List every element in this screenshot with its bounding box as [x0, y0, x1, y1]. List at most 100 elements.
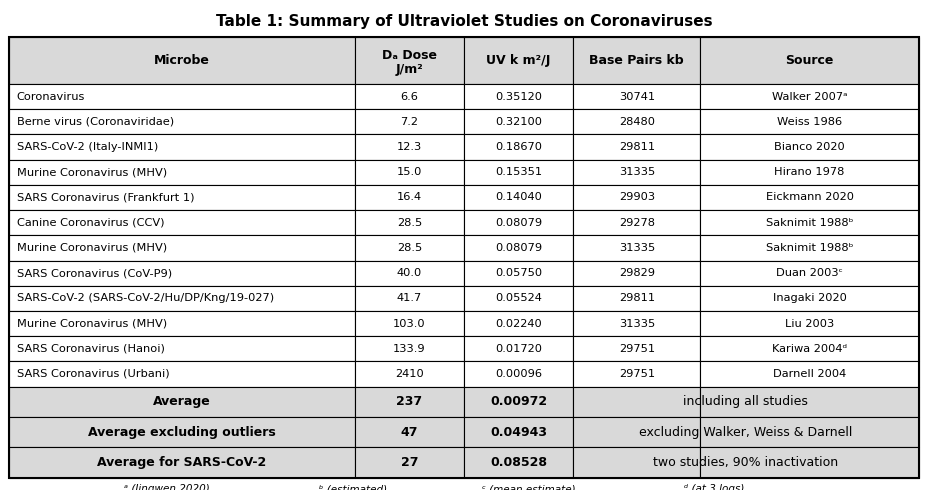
Text: 31335: 31335 — [618, 167, 654, 177]
Text: ᵇ (estimated): ᵇ (estimated) — [318, 484, 387, 490]
Bar — [700, 286, 918, 311]
Text: SARS Coronavirus (Urbani): SARS Coronavirus (Urbani) — [17, 369, 169, 379]
Bar — [354, 387, 464, 417]
Bar — [573, 235, 700, 261]
Text: Source: Source — [784, 54, 832, 67]
Bar — [464, 235, 573, 261]
Text: SARS-CoV-2 (Italy-INMI1): SARS-CoV-2 (Italy-INMI1) — [17, 142, 158, 152]
Bar — [464, 84, 573, 109]
Bar — [700, 185, 918, 210]
Bar — [573, 261, 700, 286]
Text: 28.5: 28.5 — [397, 218, 422, 228]
Bar — [354, 447, 464, 478]
Text: Base Pairs kb: Base Pairs kb — [589, 54, 683, 67]
Text: Berne virus (Coronaviridae): Berne virus (Coronaviridae) — [17, 117, 173, 127]
Bar — [354, 235, 464, 261]
Bar — [354, 134, 464, 160]
Bar — [354, 37, 464, 84]
Text: 31335: 31335 — [618, 318, 654, 329]
Bar — [354, 160, 464, 185]
Bar — [354, 109, 464, 134]
Text: Saknimit 1988ᵇ: Saknimit 1988ᵇ — [765, 243, 853, 253]
Text: 29278: 29278 — [618, 218, 654, 228]
Bar — [700, 235, 918, 261]
Bar — [9, 185, 354, 210]
Text: ᵃ (Jingwen 2020): ᵃ (Jingwen 2020) — [124, 484, 210, 490]
Text: Average for SARS-CoV-2: Average for SARS-CoV-2 — [97, 456, 266, 469]
Text: Duan 2003ᶜ: Duan 2003ᶜ — [775, 268, 842, 278]
Bar — [573, 84, 700, 109]
Text: ᶜ (mean estimate): ᶜ (mean estimate) — [482, 484, 575, 490]
Bar — [464, 447, 573, 478]
Bar — [354, 210, 464, 235]
Text: 12.3: 12.3 — [397, 142, 422, 152]
Bar — [464, 336, 573, 361]
Bar — [700, 336, 918, 361]
Text: J/m²: J/m² — [395, 63, 423, 75]
Bar — [573, 109, 700, 134]
Text: 30741: 30741 — [618, 92, 654, 101]
Bar — [464, 160, 573, 185]
Bar — [9, 160, 354, 185]
Text: SARS Coronavirus (Hanoi): SARS Coronavirus (Hanoi) — [17, 344, 164, 354]
Text: Microbe: Microbe — [154, 54, 210, 67]
Text: 0.00096: 0.00096 — [494, 369, 541, 379]
Bar — [573, 361, 700, 387]
Bar — [700, 387, 918, 417]
Bar — [573, 134, 700, 160]
Bar — [573, 286, 700, 311]
Bar — [573, 447, 700, 478]
Text: Saknimit 1988ᵇ: Saknimit 1988ᵇ — [765, 218, 853, 228]
Bar — [700, 210, 918, 235]
Bar — [9, 361, 354, 387]
Bar — [9, 235, 354, 261]
Text: 103.0: 103.0 — [393, 318, 425, 329]
Bar — [9, 134, 354, 160]
Text: 28.5: 28.5 — [397, 243, 422, 253]
Bar — [354, 286, 464, 311]
Bar — [573, 417, 700, 447]
Text: Weiss 1986: Weiss 1986 — [776, 117, 841, 127]
Text: 6.6: 6.6 — [400, 92, 418, 101]
Bar — [9, 447, 354, 478]
Bar — [700, 37, 918, 84]
Bar — [9, 210, 354, 235]
Text: 0.15351: 0.15351 — [494, 167, 541, 177]
Bar — [464, 417, 573, 447]
Text: Murine Coronavirus (MHV): Murine Coronavirus (MHV) — [17, 318, 167, 329]
Text: Bianco 2020: Bianco 2020 — [773, 142, 844, 152]
Text: 47: 47 — [400, 426, 418, 439]
Bar — [700, 134, 918, 160]
Text: 0.18670: 0.18670 — [494, 142, 541, 152]
Bar — [573, 160, 700, 185]
Text: 0.08079: 0.08079 — [494, 218, 541, 228]
Text: 0.35120: 0.35120 — [494, 92, 541, 101]
Bar — [464, 387, 573, 417]
Bar — [9, 336, 354, 361]
Text: Eickmann 2020: Eickmann 2020 — [765, 193, 853, 202]
Text: Average: Average — [153, 395, 210, 408]
Bar — [354, 336, 464, 361]
Bar — [9, 311, 354, 336]
Text: including all studies: including all studies — [683, 395, 807, 408]
Text: 41.7: 41.7 — [397, 294, 422, 303]
Bar — [700, 417, 918, 447]
Text: 29811: 29811 — [618, 142, 654, 152]
Text: Darnell 2004: Darnell 2004 — [772, 369, 845, 379]
Text: 15.0: 15.0 — [397, 167, 422, 177]
Text: 0.32100: 0.32100 — [494, 117, 541, 127]
Bar — [354, 185, 464, 210]
Text: 133.9: 133.9 — [393, 344, 425, 354]
Text: Murine Coronavirus (MHV): Murine Coronavirus (MHV) — [17, 167, 167, 177]
Text: 16.4: 16.4 — [397, 193, 422, 202]
Text: 29903: 29903 — [618, 193, 654, 202]
Bar — [354, 417, 464, 447]
Text: Average excluding outliers: Average excluding outliers — [88, 426, 275, 439]
Bar — [700, 109, 918, 134]
Text: 29751: 29751 — [618, 344, 654, 354]
Text: SARS Coronavirus (Frankfurt 1): SARS Coronavirus (Frankfurt 1) — [17, 193, 194, 202]
Text: Table 1: Summary of Ultraviolet Studies on Coronaviruses: Table 1: Summary of Ultraviolet Studies … — [215, 14, 712, 29]
Text: 0.08528: 0.08528 — [489, 456, 547, 469]
Bar — [464, 286, 573, 311]
Bar — [354, 361, 464, 387]
